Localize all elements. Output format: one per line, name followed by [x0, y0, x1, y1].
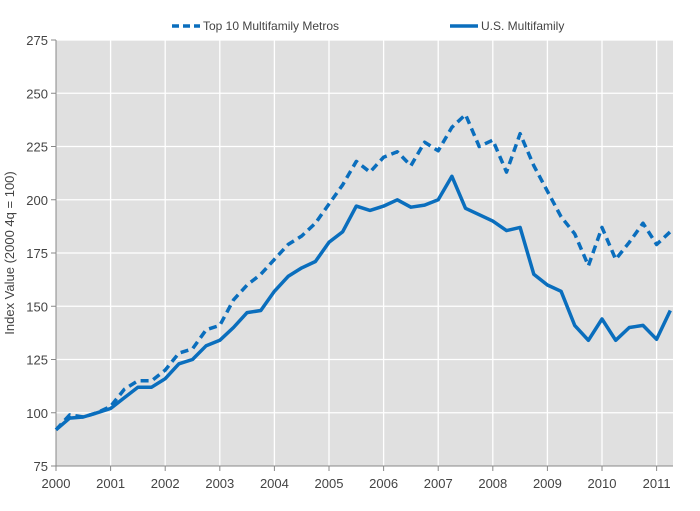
x-tick-label: 2001 [96, 476, 125, 491]
x-tick-label: 2003 [205, 476, 234, 491]
x-tick-label: 2000 [42, 476, 71, 491]
y-tick-label: 250 [26, 86, 48, 101]
legend-label: U.S. Multifamily [481, 19, 564, 33]
series-line-us-multifamily [54, 174, 672, 432]
legend: Top 10 Multifamily Metros U.S. Multifami… [172, 19, 564, 33]
x-tick-label: 2006 [369, 476, 398, 491]
x-tick-label: 2009 [533, 476, 562, 491]
series-line-top10-metros [54, 112, 672, 431]
x-tick-label: 2005 [315, 476, 344, 491]
x-tick-label: 2011 [643, 476, 671, 491]
x-tick-label: 2008 [478, 476, 507, 491]
x-tick-label: 2002 [151, 476, 180, 491]
y-tick-label: 225 [26, 140, 48, 155]
y-tick-label: 275 [26, 33, 48, 48]
y-tick-label: 75 [34, 459, 48, 474]
y-tick-label: 150 [26, 299, 48, 314]
y-axis-label: Index Value (2000 4q = 100) [2, 171, 17, 334]
y-tick-label: 125 [26, 353, 48, 368]
legend-label: Top 10 Multifamily Metros [203, 19, 339, 33]
y-tick-label: 100 [26, 406, 48, 421]
x-tick-label: 2010 [588, 476, 617, 491]
y-tick-label: 200 [26, 193, 48, 208]
y-tick-label: 175 [26, 246, 48, 261]
x-tick-label: 2004 [260, 476, 289, 491]
x-tick-label: 2007 [424, 476, 453, 491]
